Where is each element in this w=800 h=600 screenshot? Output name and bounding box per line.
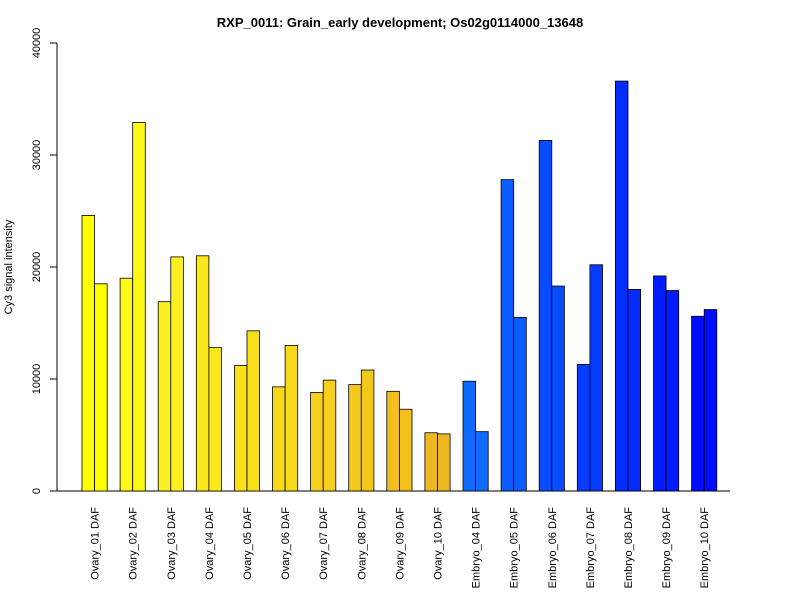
bar-1 — [233, 365, 248, 492]
bar-2 — [208, 347, 222, 492]
x-tick-label: Embryo_04 DAF — [471, 507, 483, 589]
bar-1 — [500, 179, 515, 492]
bar-1 — [386, 390, 400, 492]
x-tick-label: Ovary_08 DAF — [356, 507, 368, 580]
bar-1 — [424, 432, 438, 492]
bar-2 — [627, 288, 642, 492]
bar-2 — [513, 316, 527, 492]
bar-1 — [462, 380, 477, 492]
bar-1 — [348, 384, 362, 492]
bar-2 — [246, 330, 261, 492]
y-tick-label: 0 — [31, 488, 43, 494]
bar-2 — [551, 285, 565, 492]
bar-2 — [170, 256, 184, 492]
y-axis-ticks: 0 10000 20000 30000 40000 — [31, 28, 57, 494]
x-tick-label: Ovary_04 DAF — [204, 507, 216, 580]
x-tick-label: Embryo_07 DAF — [585, 507, 597, 589]
y-tick-label: 40000 — [31, 28, 43, 59]
bar-2 — [437, 433, 451, 492]
x-tick-label: Embryo_08 DAF — [623, 507, 635, 589]
x-tick-label: Embryo_06 DAF — [547, 507, 559, 589]
chart-title: RXP_0011: Grain_early development; Os02g… — [217, 15, 583, 30]
bar-1 — [195, 255, 210, 492]
bar-1 — [615, 80, 629, 492]
bar-1 — [576, 364, 591, 492]
x-tick-label: Embryo_05 DAF — [509, 507, 521, 589]
y-tick-label: 10000 — [31, 364, 43, 395]
bar-1 — [119, 277, 134, 492]
bar-2 — [589, 264, 603, 492]
x-tick-label: Embryo_10 DAF — [699, 507, 711, 589]
bar-1 — [538, 140, 553, 492]
bars-group — [81, 80, 718, 492]
bar-2 — [665, 290, 680, 492]
bar-1 — [691, 315, 705, 492]
x-tick-label: Ovary_03 DAF — [166, 507, 178, 580]
x-tick-label: Ovary_05 DAF — [242, 507, 254, 580]
x-tick-label: Ovary_02 DAF — [128, 507, 140, 580]
x-tick-label: Embryo_09 DAF — [661, 507, 673, 589]
bar-2 — [475, 431, 489, 492]
x-axis-labels: Ovary_01 DAF Ovary_02 DAF Ovary_03 DAF Ovar… — [90, 507, 712, 589]
bar-1 — [81, 215, 96, 492]
x-tick-label: Ovary_01 DAF — [90, 507, 102, 580]
bar-1 — [310, 392, 324, 492]
bar-1 — [157, 301, 172, 492]
bar-2 — [94, 283, 108, 492]
bar-2 — [703, 309, 718, 492]
y-axis-label: Cy3 signal intensity — [3, 219, 15, 314]
bar-1 — [653, 275, 667, 492]
x-tick-label: Ovary_09 DAF — [394, 507, 406, 580]
y-tick-label: 30000 — [31, 140, 43, 171]
bar-2 — [398, 408, 413, 492]
bar-2 — [132, 122, 146, 492]
y-tick-label: 20000 — [31, 252, 43, 283]
x-tick-label: Ovary_06 DAF — [280, 507, 292, 580]
bar-2 — [322, 379, 337, 492]
x-tick-label: Ovary_10 DAF — [433, 507, 445, 580]
bar-2 — [284, 344, 299, 492]
bar-1 — [272, 386, 286, 492]
x-tick-label: Ovary_07 DAF — [318, 507, 330, 580]
bar-2 — [360, 369, 375, 492]
